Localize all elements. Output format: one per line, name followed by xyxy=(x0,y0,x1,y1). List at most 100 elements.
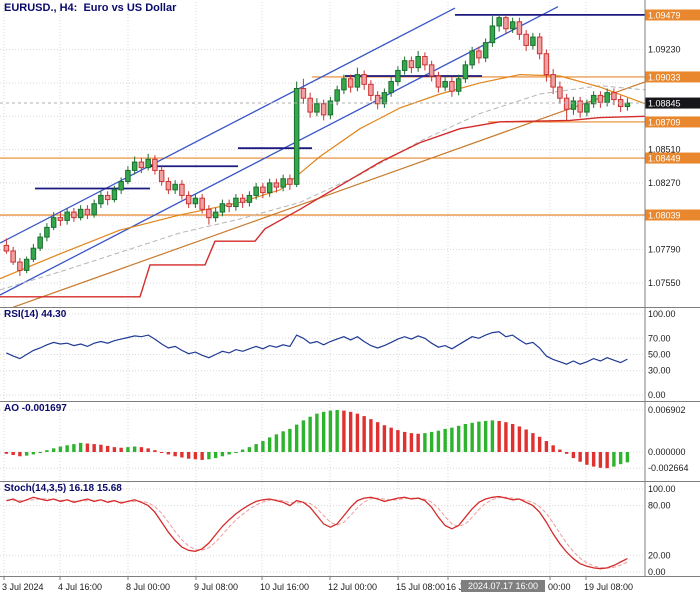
candle-body xyxy=(125,169,131,183)
ao-bar xyxy=(38,452,42,453)
ao-bar xyxy=(186,452,191,459)
candle-body xyxy=(307,97,313,113)
candle-body xyxy=(361,74,367,85)
ao-bar xyxy=(517,426,522,452)
candle-body xyxy=(10,250,16,263)
ao-bar xyxy=(497,420,501,452)
candle-body xyxy=(3,244,10,252)
ao-bar xyxy=(112,447,117,452)
rsi-tick-label: 70.00 xyxy=(648,333,671,343)
candle-body xyxy=(212,211,219,219)
ao-bar xyxy=(477,421,481,452)
candle-body xyxy=(320,103,327,116)
ao-bar xyxy=(423,433,427,452)
ao-bar xyxy=(254,444,258,452)
stoch-tick-label: 20.00 xyxy=(648,550,671,560)
time-axis-label: 3 Jul 2024 xyxy=(2,582,44,592)
time-axis-label: 4 Jul 16:00 xyxy=(58,582,102,592)
time-axis-label: 10 Jul 16:00 xyxy=(260,582,309,592)
channel-trendline xyxy=(0,6,559,296)
ao-bar xyxy=(213,452,218,459)
ao-bar xyxy=(436,430,441,452)
ao-bar xyxy=(335,410,339,452)
ma-red xyxy=(0,115,645,298)
ao-histogram xyxy=(4,410,630,469)
price-tick-label: 1.08510 xyxy=(648,145,681,155)
candle-body xyxy=(374,94,381,105)
price-tick-label: 1.07790 xyxy=(648,245,681,255)
candle-body xyxy=(293,87,300,185)
candle-body xyxy=(131,161,138,171)
rsi-line xyxy=(6,331,628,365)
candle-body xyxy=(327,100,334,116)
ao-bar xyxy=(247,447,252,452)
price-badge xyxy=(645,209,700,221)
candle-body xyxy=(314,103,320,113)
ao-bar xyxy=(544,441,549,452)
candle-body xyxy=(179,183,185,196)
candle-body xyxy=(239,197,246,203)
candle-body xyxy=(428,64,435,77)
ao-bar xyxy=(591,452,596,467)
candle-body xyxy=(455,78,462,92)
ao-bar xyxy=(463,424,468,452)
candle-body xyxy=(226,203,232,208)
candle-body xyxy=(536,36,543,55)
ao-bar xyxy=(227,452,231,455)
candle-body xyxy=(388,81,394,94)
candle-body xyxy=(84,208,91,216)
ao-bar xyxy=(267,437,272,452)
ao-bar xyxy=(612,452,616,467)
candle-body xyxy=(138,161,145,169)
price-tick-label: 1.08270 xyxy=(648,178,681,188)
candle-body xyxy=(30,247,37,260)
ao-bar xyxy=(315,413,319,452)
candle-body xyxy=(71,211,77,219)
main-price-panel xyxy=(0,6,645,307)
candle-body xyxy=(341,78,347,91)
candle-body xyxy=(395,69,401,83)
candle-body xyxy=(280,178,286,188)
candle-body xyxy=(145,158,151,169)
ma-gray-dashed xyxy=(0,85,645,291)
ao-bar xyxy=(450,427,454,452)
candle-body xyxy=(523,33,529,46)
ao-bar xyxy=(119,447,123,452)
ao-bar xyxy=(375,422,380,452)
candle-body xyxy=(199,197,205,210)
ao-bar xyxy=(92,444,96,452)
ao-bar xyxy=(531,433,535,452)
price-badge xyxy=(645,9,700,21)
ao-bar xyxy=(294,424,299,452)
channel-trendline xyxy=(0,7,456,244)
candle-body xyxy=(449,81,455,92)
candle-body xyxy=(23,258,30,271)
candle-body xyxy=(64,211,70,221)
candle-body xyxy=(563,97,570,110)
ao-bar xyxy=(200,452,204,460)
ao-bar xyxy=(173,452,177,457)
candle-body xyxy=(476,50,482,59)
candle-body xyxy=(98,194,104,205)
candle-body xyxy=(597,94,604,103)
ao-bar xyxy=(240,449,245,452)
candle-body xyxy=(516,21,523,35)
time-axis-label: 19 Jul 08:00 xyxy=(584,582,633,592)
ao-bar xyxy=(598,452,603,468)
candle-body xyxy=(219,203,226,213)
ao-bar xyxy=(618,452,623,465)
rsi-tick-label: 50.00 xyxy=(648,350,671,360)
ao-bar xyxy=(342,410,346,452)
ao-bar xyxy=(45,450,49,452)
ao-bar xyxy=(402,431,407,452)
candle-body xyxy=(192,197,199,205)
candle-body xyxy=(368,83,374,96)
ao-bar xyxy=(369,419,373,452)
ao-bar xyxy=(220,452,225,457)
ao-bar xyxy=(51,448,56,452)
candles xyxy=(3,14,631,276)
candle-body xyxy=(17,261,23,271)
ao-bar xyxy=(409,433,414,452)
